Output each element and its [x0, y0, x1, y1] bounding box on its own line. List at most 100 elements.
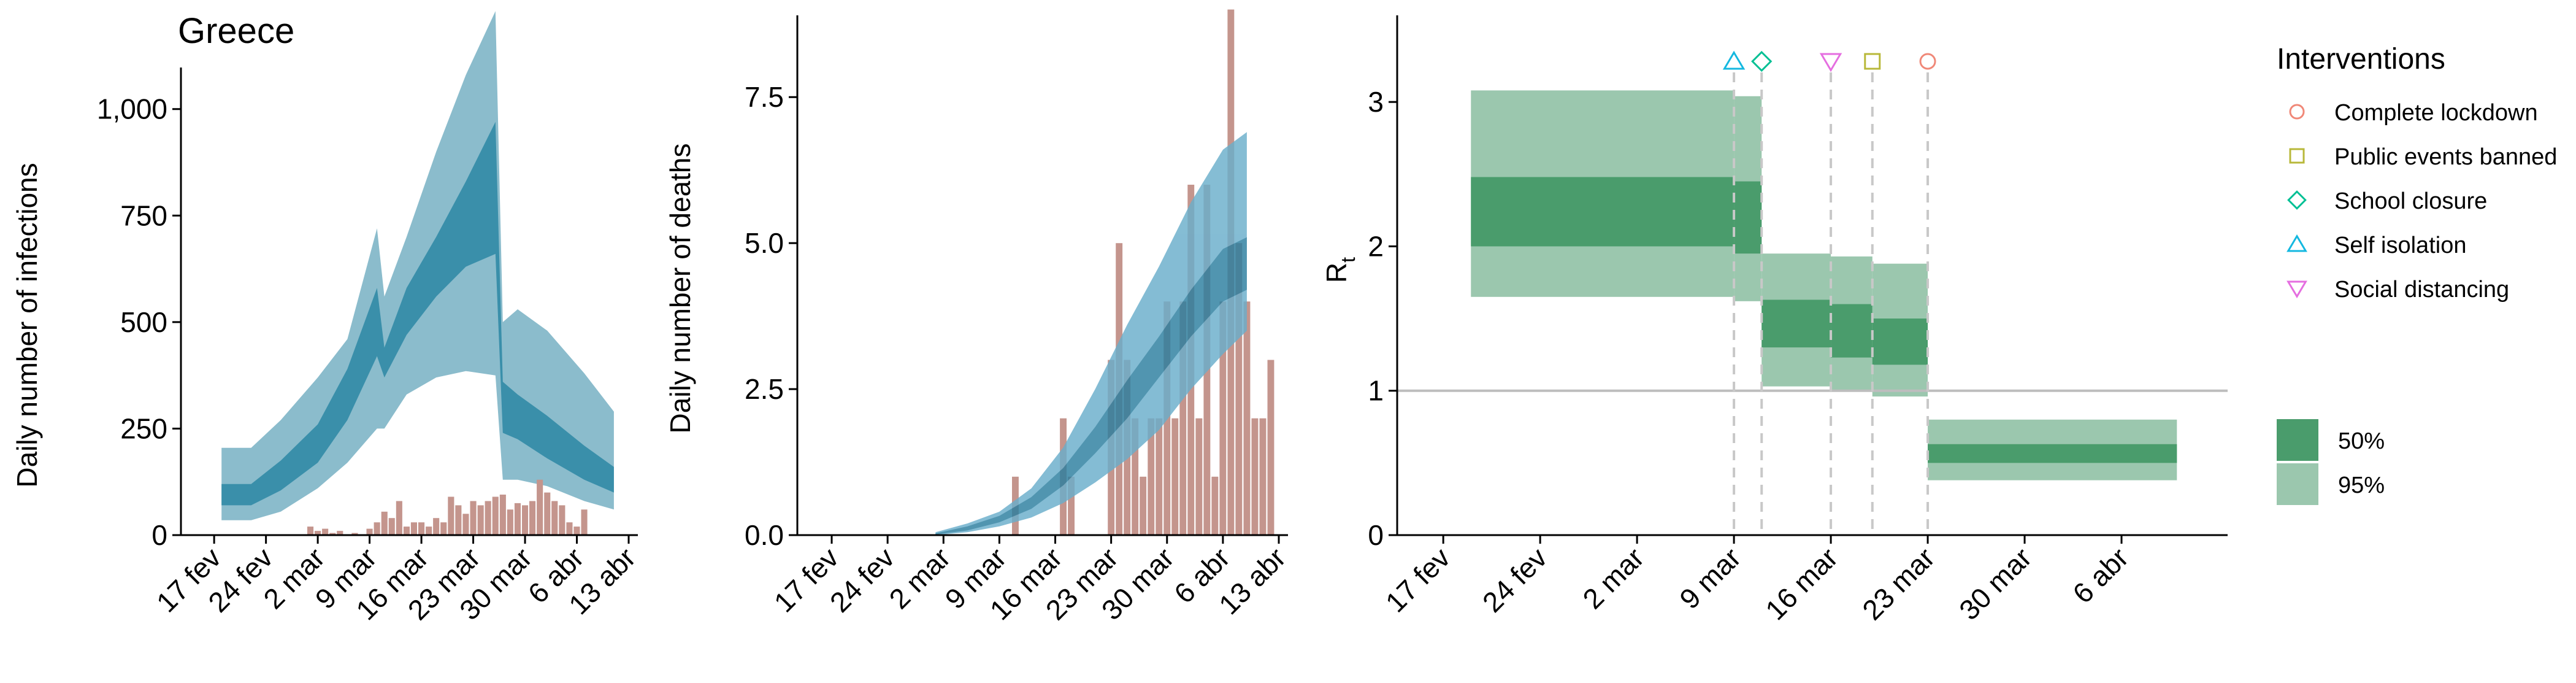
legend: Interventions Complete lockdown Public ev…	[2277, 43, 2557, 505]
y-tick-label: 3	[1368, 86, 1384, 118]
chart-title: Greece	[178, 11, 294, 51]
observed-bar	[410, 522, 417, 535]
observed-bar	[544, 492, 551, 535]
observed-bar	[433, 518, 440, 535]
legend-band-label: 50%	[2338, 428, 2385, 454]
x-tick-label: 17 fev	[768, 541, 845, 618]
x-tick-label: 24 fev	[1476, 541, 1553, 618]
observed-bar	[366, 528, 373, 535]
public-events-marker	[1864, 53, 1881, 70]
y-tick-label: 2	[1368, 230, 1384, 262]
observed-bar	[322, 528, 329, 535]
x-tick-label: 17 fev	[1379, 541, 1456, 618]
observed-bar	[470, 501, 477, 535]
rt-50-band	[1872, 318, 1928, 365]
y-axis-title: Daily number of deaths	[664, 143, 696, 433]
observed-bar	[1267, 360, 1275, 535]
lockdown-marker	[1919, 53, 1936, 70]
self-isolation-legend-icon	[2287, 234, 2307, 252]
observed-bar	[426, 527, 432, 535]
y-tick-label: 0.0	[745, 519, 784, 551]
rt-50-band	[1928, 444, 2177, 463]
lockdown-legend-icon	[2289, 104, 2305, 120]
observed-bar	[403, 527, 410, 535]
self-isolation-marker	[1722, 50, 1746, 70]
observed-bar	[455, 505, 462, 535]
legend-label: Social distancing	[2334, 277, 2509, 303]
observed-bar	[507, 509, 513, 535]
infections-ribbons	[221, 11, 614, 520]
y-tick-label: 7.5	[745, 81, 784, 113]
x-tick-label: 16 mar	[1759, 541, 1844, 626]
y-tick-label: 5.0	[745, 227, 784, 259]
y-tick-label: 500	[120, 306, 167, 338]
x-tick-label: 6 abr	[2066, 541, 2134, 609]
y-tick-label: 0	[1368, 519, 1384, 551]
observed-bar	[499, 495, 506, 535]
infections-50-ribbon	[221, 122, 614, 506]
rt-50-band	[1734, 181, 1762, 254]
y-tick-label: 0	[151, 519, 167, 551]
legend-label: School closure	[2334, 188, 2487, 214]
observed-bar	[351, 533, 358, 535]
observed-bar	[462, 514, 469, 535]
y-tick-label: 250	[120, 412, 167, 444]
y-tick-label: 750	[120, 199, 167, 231]
observed-bar	[1195, 418, 1203, 535]
x-tick-label: 9 mar	[1673, 541, 1747, 615]
x-tick-label: 2 mar	[1576, 541, 1650, 615]
legend-band-swatch	[2277, 463, 2318, 505]
y-axis-title: Rt	[1321, 257, 1359, 283]
observed-bar	[559, 505, 565, 535]
observed-bar	[1259, 418, 1267, 535]
observed-bar	[485, 501, 491, 535]
x-tick-label: 23 mar	[1856, 541, 1941, 626]
legend-label: Self isolation	[2334, 233, 2466, 258]
intervention-markers	[1722, 50, 1936, 535]
y-axis-ticks: 0.0 2.5 5.0 7.5	[745, 81, 797, 551]
observed-bar	[418, 522, 425, 535]
rt-50-band	[1471, 177, 1735, 247]
observed-bar	[566, 522, 573, 535]
y-tick-label: 1	[1368, 375, 1384, 407]
observed-bar	[381, 511, 388, 535]
observed-bar	[1148, 418, 1155, 535]
deaths-ribbons	[935, 132, 1247, 536]
y-tick-label: 1,000	[97, 93, 167, 125]
observed-bar	[1219, 301, 1227, 535]
observed-bar	[396, 501, 402, 535]
rt-panel: 0 1 2 3 17 fev 24 fev 2 mar 9 mar 16 mar 23 mar 3…	[1321, 15, 2228, 626]
observed-bar	[492, 496, 499, 535]
observed-bar	[1068, 476, 1075, 535]
y-tick-label: 2.5	[745, 373, 784, 405]
x-tick-label: 30 mar	[1953, 541, 2037, 626]
observed-bar	[337, 531, 343, 535]
rt-step-ribbons	[1471, 90, 2177, 480]
y-axis-title: Daily number of infections	[11, 163, 43, 487]
observed-bar	[388, 518, 395, 535]
observed-bar	[522, 505, 529, 535]
observed-bar	[1235, 243, 1243, 535]
y-axis-ticks: 0 250 500 750 1,000	[97, 93, 181, 551]
legend-band-swatch	[2277, 419, 2318, 461]
observed-bar	[551, 501, 558, 535]
observed-bar	[529, 501, 536, 535]
observed-bar	[573, 527, 580, 535]
school-closure-marker	[1751, 50, 1773, 72]
observed-bar	[307, 527, 314, 535]
observed-bar	[1211, 476, 1219, 535]
observed-bar	[329, 533, 336, 535]
observed-bar	[537, 479, 543, 535]
school-closure-legend-icon	[2287, 190, 2307, 210]
observed-bar	[514, 503, 521, 535]
legend-bands: 50% 95%	[2277, 419, 2385, 505]
observed-bar	[477, 505, 484, 535]
observed-bar	[1243, 301, 1251, 535]
infections-observed-bars	[307, 479, 588, 535]
